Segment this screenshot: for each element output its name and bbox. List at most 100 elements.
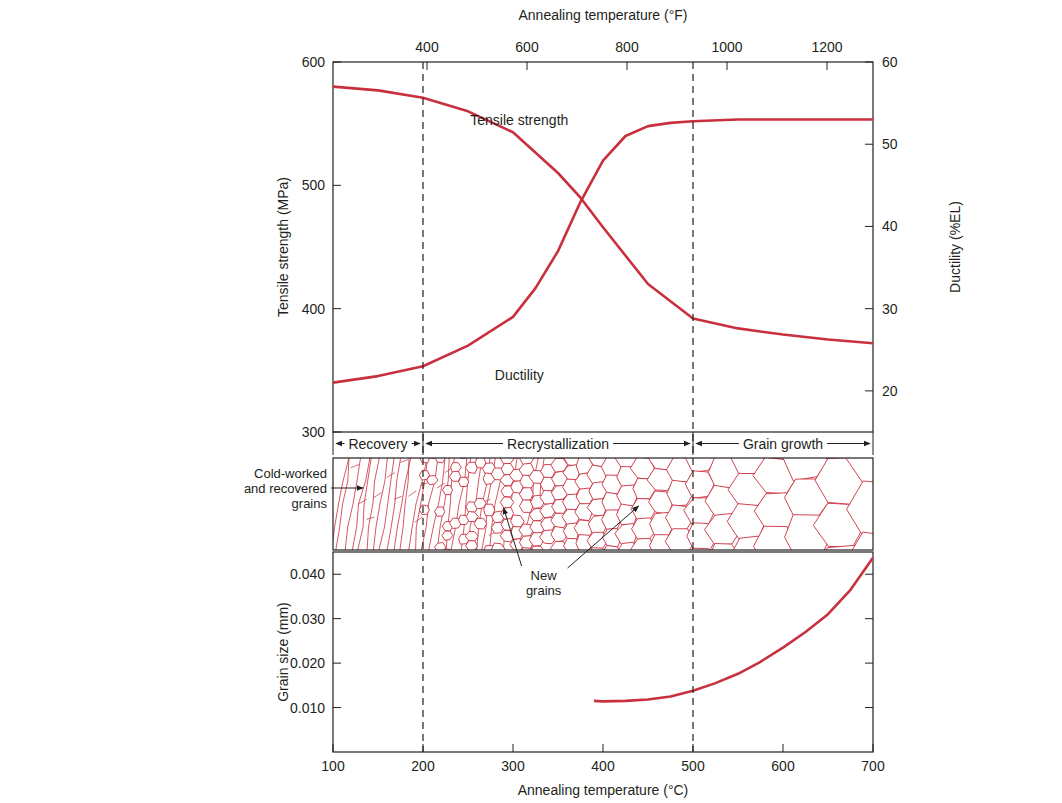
y-tick <box>333 663 341 664</box>
x2-axis-title: Annealing temperature (°F) <box>518 7 687 23</box>
y-tick-label: 0.040 <box>290 566 325 582</box>
region-edge <box>333 432 334 455</box>
x2-tick-label: 600 <box>515 39 539 55</box>
y-tick-label: 400 <box>302 301 326 317</box>
annotation-line: grains <box>526 583 562 598</box>
y2-tick-label: 20 <box>882 383 898 399</box>
x-tick-label: 600 <box>771 758 795 774</box>
y2-axis-title: Ductility (%EL) <box>947 201 963 293</box>
series-line <box>333 87 873 344</box>
annotation-line: Cold-worked <box>254 466 327 481</box>
deformed-grain-boundary <box>366 517 374 519</box>
deformed-grain-boundary <box>394 496 402 499</box>
y-tick <box>333 618 341 619</box>
x-tick <box>333 744 334 752</box>
grain <box>442 531 453 540</box>
y2-tick <box>865 390 873 391</box>
upper-frame <box>333 62 873 432</box>
annotation-arrow <box>504 508 522 566</box>
y-tick-label: 500 <box>302 177 326 193</box>
grain <box>427 476 438 485</box>
grain <box>846 458 873 485</box>
x-tick <box>873 744 874 752</box>
grain <box>435 542 446 550</box>
x2-tick <box>527 62 528 70</box>
series-label: Ductility <box>495 367 544 383</box>
deformed-grain-boundary <box>415 517 423 522</box>
deformed-grain-boundary <box>373 458 387 550</box>
region-label: Recovery <box>348 436 407 452</box>
upper-series <box>333 87 873 383</box>
grain <box>847 481 873 537</box>
label-patch <box>503 433 613 454</box>
x-tick <box>783 744 784 752</box>
background <box>0 0 1062 803</box>
y-tick-right <box>865 574 873 575</box>
deformed-grain-boundary <box>358 458 372 550</box>
x-tick-label: 400 <box>591 758 615 774</box>
region-boundary <box>692 62 693 752</box>
series-label: Tensile strength <box>470 112 568 128</box>
region-label: Grain growth <box>743 436 823 452</box>
deformed-grain-boundary <box>394 458 411 550</box>
y-tick <box>333 308 341 309</box>
y-tick-label: 600 <box>302 54 326 70</box>
x2-tick-label: 800 <box>615 39 639 55</box>
deformed-grain-boundary <box>408 491 416 497</box>
series-line <box>333 120 873 383</box>
label-patch <box>344 433 411 454</box>
y2-tick-label: 60 <box>882 54 898 70</box>
y2-tick <box>865 308 873 309</box>
annotation-line: grains <box>292 496 328 511</box>
grain <box>419 505 429 515</box>
strip-frame <box>333 458 873 550</box>
lower-frame <box>333 552 873 752</box>
deformed-grain-boundary <box>379 458 394 550</box>
annotation: Newgrains <box>526 568 562 598</box>
chart-root: 300400500600203040506040060080010001200A… <box>0 0 1062 803</box>
y-tick <box>333 574 341 575</box>
x-tick-label: 700 <box>861 758 885 774</box>
microstructure <box>333 458 873 550</box>
region-label: Recrystallization <box>507 436 609 452</box>
y2-tick-label: 30 <box>882 301 898 317</box>
grain <box>492 543 506 550</box>
y-tick-label: 0.020 <box>290 655 325 671</box>
grain <box>846 532 873 550</box>
x2-tick <box>427 62 428 70</box>
deformed-grain-boundary <box>387 458 401 550</box>
deformed-grain-boundary <box>400 460 408 463</box>
x2-tick-label: 400 <box>415 39 439 55</box>
y-tick-right <box>865 707 873 708</box>
y-tick <box>333 707 341 708</box>
x2-tick <box>827 62 828 70</box>
y2-tick-label: 50 <box>882 136 898 152</box>
grain <box>449 471 460 481</box>
region-boundary <box>422 62 423 752</box>
x-tick-label: 300 <box>501 758 525 774</box>
deformed-grain-boundary <box>437 483 445 488</box>
x-tick <box>603 744 604 752</box>
deformed-grain-boundary <box>351 465 359 468</box>
series-line <box>594 558 873 702</box>
y-tick <box>333 185 341 186</box>
grain <box>501 507 514 519</box>
annotation: Cold-workedand recoveredgrains <box>244 466 328 511</box>
y-tick-label: 300 <box>302 424 326 440</box>
grain <box>443 485 453 494</box>
y-tick-label: 0.010 <box>290 700 325 716</box>
y-tick-right <box>865 663 873 664</box>
grain <box>420 458 430 463</box>
y-axis-title: Tensile strength (MPa) <box>275 177 291 317</box>
lower-series <box>594 558 873 702</box>
x2-tick-label: 1000 <box>711 39 742 55</box>
x-tick-label: 500 <box>681 758 705 774</box>
grain <box>435 458 445 463</box>
y-tick-right <box>865 618 873 619</box>
deformed-grain-boundary <box>421 482 429 485</box>
grain <box>466 541 478 550</box>
y-tick <box>333 62 341 63</box>
grain <box>474 518 487 529</box>
grain <box>484 504 495 516</box>
y2-tick <box>865 226 873 227</box>
